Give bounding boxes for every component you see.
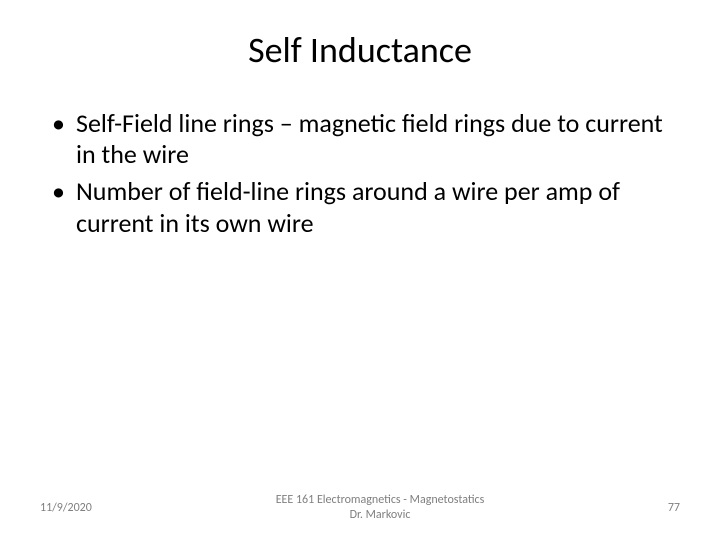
footer-course-line1: EEE 161 Electromagnetics - Magnetostatic… <box>120 493 640 507</box>
footer-date: 11/9/2020 <box>40 501 120 515</box>
footer-course-line2: Dr. Markovic <box>120 508 640 522</box>
footer-course: EEE 161 Electromagnetics - Magnetostatic… <box>120 493 640 522</box>
bullet-list: Self-Field line rings – magnetic field r… <box>40 108 680 239</box>
slide-title: Self Inductance <box>40 28 680 72</box>
slide-container: Self Inductance Self-Field line rings – … <box>0 0 720 540</box>
bullet-item: Self-Field line rings – magnetic field r… <box>48 108 680 170</box>
footer-page-number: 77 <box>640 501 680 515</box>
bullet-item: Number of field-line rings around a wire… <box>48 176 680 238</box>
slide-footer: 11/9/2020 EEE 161 Electromagnetics - Mag… <box>0 493 720 522</box>
